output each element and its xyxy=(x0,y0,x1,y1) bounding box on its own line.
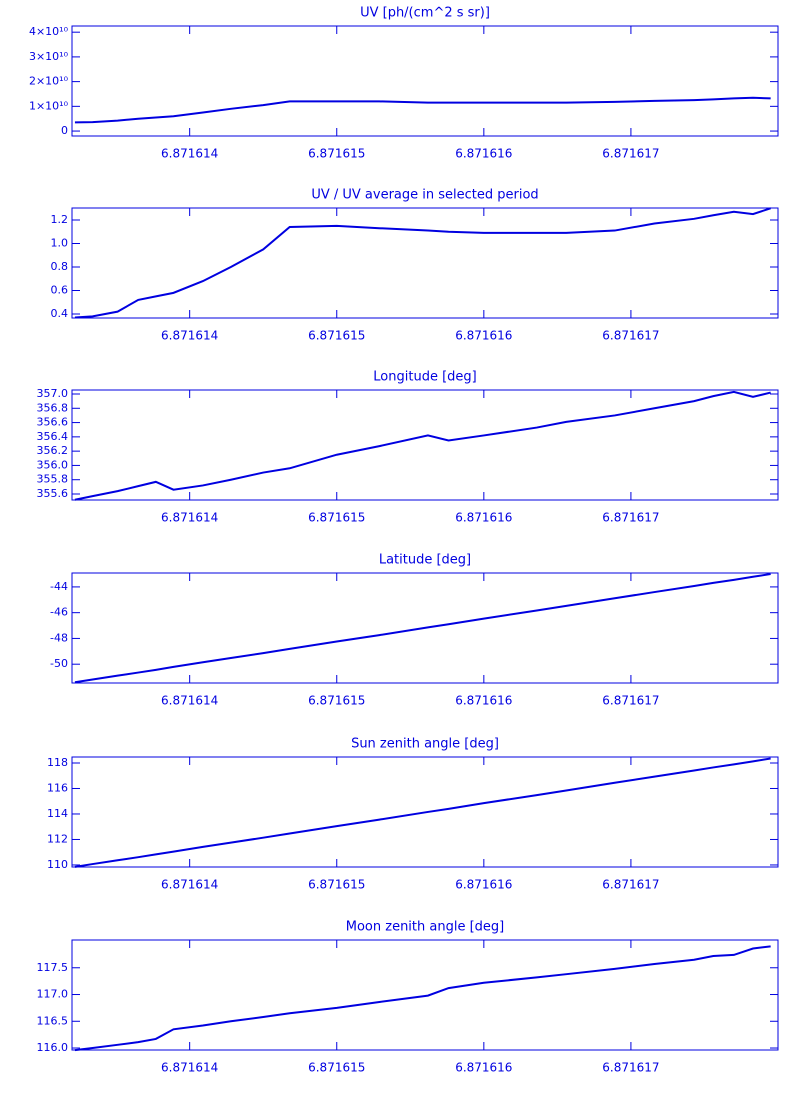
y-tick-label: 118 xyxy=(47,756,68,769)
y-tick-label: 116.5 xyxy=(37,1014,69,1027)
x-tick-label: 6.871616 xyxy=(455,878,512,892)
x-tick-label: 6.871614 xyxy=(161,329,218,343)
x-tick-label: 6.871615 xyxy=(308,694,365,708)
plot-frame xyxy=(71,389,779,501)
x-tick-label: 6.871616 xyxy=(455,511,512,525)
x-tick-label: 6.871616 xyxy=(455,329,512,343)
y-tick-label: 355.6 xyxy=(37,487,69,500)
x-tick-label: 6.871614 xyxy=(161,511,218,525)
y-tick-label: 1.2 xyxy=(51,213,69,226)
y-tick-label: -44 xyxy=(50,580,68,593)
y-tick-label: 356.0 xyxy=(37,458,69,471)
data-line xyxy=(74,96,771,124)
x-tick-label: 6.871616 xyxy=(455,147,512,161)
y-tick-label: 1×10¹⁰ xyxy=(29,99,69,112)
y-tick-label: -50 xyxy=(50,657,68,670)
y-tick-label: 356.6 xyxy=(37,416,69,429)
data-line xyxy=(74,207,771,319)
data-line xyxy=(74,757,771,868)
x-tick-label: 6.871617 xyxy=(602,878,659,892)
y-tick-label: 117.0 xyxy=(37,988,69,1001)
x-tick-label: 6.871615 xyxy=(308,1061,365,1075)
x-tick-label: 6.871616 xyxy=(455,694,512,708)
y-tick-label: 0.8 xyxy=(51,260,69,273)
chart-title: Sun zenith angle [deg] xyxy=(351,737,499,752)
x-tick-label: 6.871617 xyxy=(602,329,659,343)
chart-title: Longitude [deg] xyxy=(373,370,476,385)
data-line xyxy=(74,945,771,1052)
y-tick-label: 356.4 xyxy=(37,430,69,443)
chart-title: Latitude [deg] xyxy=(379,553,471,568)
x-tick-label: 6.871617 xyxy=(602,1061,659,1075)
x-tick-label: 6.871614 xyxy=(161,878,218,892)
plot-frame xyxy=(71,756,779,868)
y-tick-label: 0.4 xyxy=(51,307,69,320)
x-tick-label: 6.871617 xyxy=(602,694,659,708)
x-tick-label: 6.871617 xyxy=(602,147,659,161)
x-tick-label: 6.871614 xyxy=(161,1061,218,1075)
x-tick-label: 6.871615 xyxy=(308,147,365,161)
chart-title: UV [ph/(cm^2 s sr)] xyxy=(360,6,490,21)
x-tick-label: 6.871614 xyxy=(161,694,218,708)
y-tick-label: 112 xyxy=(47,832,68,845)
y-tick-label: 1.0 xyxy=(51,236,69,249)
plot-frame xyxy=(71,207,779,319)
x-tick-label: 6.871615 xyxy=(308,511,365,525)
y-tick-label: 356.8 xyxy=(37,401,69,414)
y-tick-label: 0 xyxy=(61,124,68,137)
y-tick-label: 110 xyxy=(47,858,68,871)
y-tick-label: 114 xyxy=(47,807,68,820)
y-tick-label: 2×10¹⁰ xyxy=(29,75,69,88)
y-tick-label: 4×10¹⁰ xyxy=(29,25,69,38)
plot-frame xyxy=(71,25,779,137)
y-tick-label: -46 xyxy=(50,606,68,619)
y-tick-label: 116.0 xyxy=(37,1041,69,1054)
data-line xyxy=(74,390,771,501)
x-tick-label: 6.871614 xyxy=(161,147,218,161)
y-tick-label: 356.2 xyxy=(37,444,69,457)
x-tick-label: 6.871616 xyxy=(455,1061,512,1075)
y-tick-label: 116 xyxy=(47,781,68,794)
y-tick-label: 355.8 xyxy=(37,473,69,486)
y-tick-label: 0.6 xyxy=(51,284,69,297)
y-tick-label: 117.5 xyxy=(37,961,69,974)
chart-title: UV / UV average in selected period xyxy=(311,188,538,203)
x-tick-label: 6.871617 xyxy=(602,511,659,525)
y-tick-label: 3×10¹⁰ xyxy=(29,50,69,63)
data-line xyxy=(74,573,771,684)
y-tick-label: -48 xyxy=(50,631,68,644)
x-tick-label: 6.871615 xyxy=(308,329,365,343)
x-tick-label: 6.871615 xyxy=(308,878,365,892)
plot-frame xyxy=(71,572,779,684)
chart-title: Moon zenith angle [deg] xyxy=(346,920,504,935)
y-tick-label: 357.0 xyxy=(37,387,69,400)
